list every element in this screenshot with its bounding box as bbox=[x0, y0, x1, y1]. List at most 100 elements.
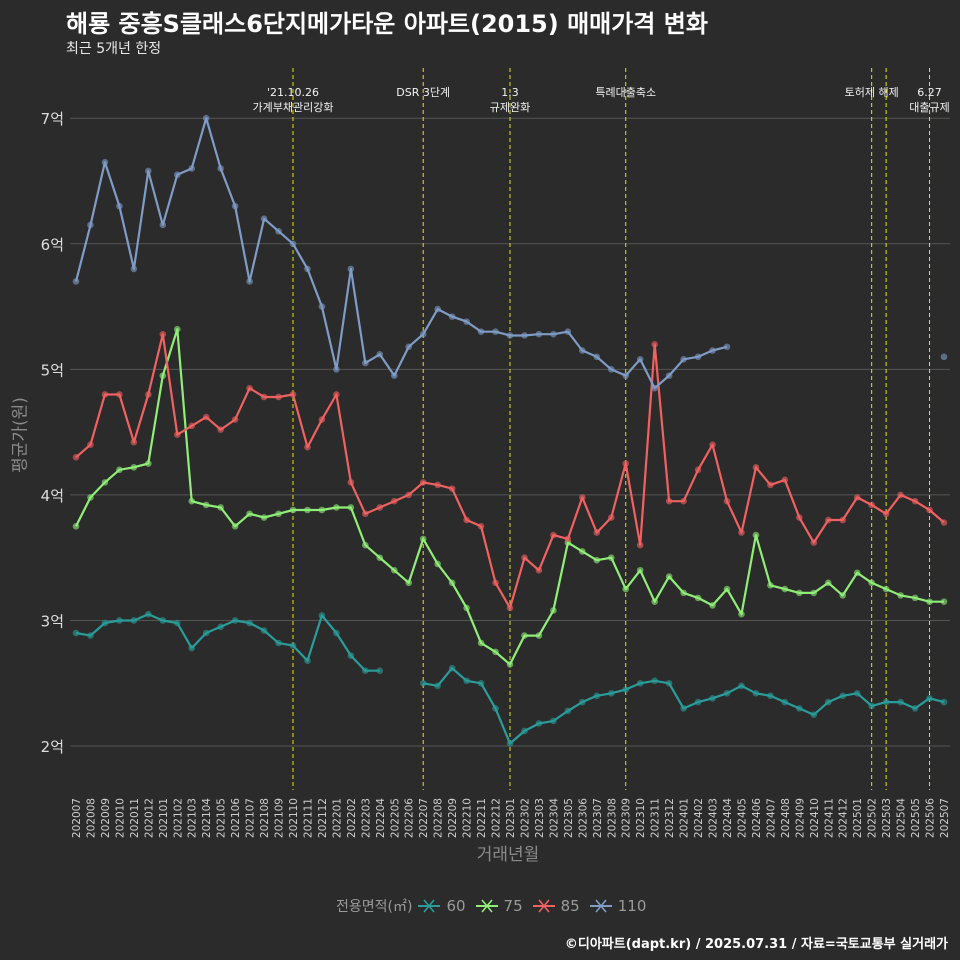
data-point-85 bbox=[506, 604, 514, 612]
data-point-110 bbox=[579, 347, 586, 354]
data-point-85 bbox=[434, 481, 441, 489]
data-point-110 bbox=[434, 305, 441, 313]
data-point-75 bbox=[116, 466, 123, 474]
x-tick-label: 202305 bbox=[563, 798, 575, 838]
data-point-75 bbox=[318, 506, 326, 514]
data-point-60 bbox=[622, 686, 630, 693]
data-point-75 bbox=[188, 497, 196, 505]
x-tick-label: 202312 bbox=[664, 798, 676, 838]
data-point-75 bbox=[260, 514, 268, 521]
y-tick-label: 7억 bbox=[41, 110, 64, 128]
data-point-110 bbox=[535, 330, 543, 338]
data-point-60 bbox=[87, 632, 94, 639]
data-point-75 bbox=[680, 589, 687, 597]
data-point-75 bbox=[376, 554, 384, 562]
data-point-60 bbox=[202, 629, 210, 637]
x-tick-label: 202012 bbox=[143, 798, 155, 838]
data-point-60 bbox=[231, 617, 239, 624]
data-point-85 bbox=[824, 516, 832, 524]
x-tick-label: 202208 bbox=[433, 798, 445, 838]
data-point-85 bbox=[289, 391, 297, 398]
data-point-60 bbox=[940, 698, 948, 706]
x-tick-label: 202310 bbox=[635, 798, 647, 838]
legend-label: 85 bbox=[560, 897, 580, 915]
data-point-85 bbox=[680, 497, 687, 505]
data-point-60 bbox=[506, 740, 514, 747]
data-point-60 bbox=[362, 667, 369, 675]
data-point-60 bbox=[593, 692, 601, 700]
data-point-75 bbox=[911, 594, 919, 602]
data-point-75 bbox=[723, 585, 731, 593]
data-point-75 bbox=[159, 372, 167, 379]
data-point-60 bbox=[781, 698, 789, 706]
x-tick-label: 202111 bbox=[302, 798, 314, 838]
data-point-60 bbox=[665, 679, 673, 687]
x-tick-label: 202410 bbox=[809, 798, 821, 838]
data-point-110 bbox=[173, 171, 181, 179]
data-point-60 bbox=[318, 612, 326, 619]
x-tick-label: 202205 bbox=[389, 798, 401, 838]
data-point-85 bbox=[492, 579, 499, 587]
data-point-85 bbox=[607, 514, 615, 521]
data-point-60 bbox=[636, 679, 644, 687]
data-point-60 bbox=[159, 617, 167, 624]
data-point-85 bbox=[709, 441, 716, 448]
data-point-85 bbox=[217, 426, 224, 433]
data-point-85 bbox=[665, 497, 673, 505]
data-point-85 bbox=[72, 453, 80, 461]
x-tick-label: 202201 bbox=[331, 798, 343, 838]
data-point-110 bbox=[376, 350, 384, 358]
data-point-85 bbox=[897, 491, 904, 499]
data-point-85 bbox=[593, 529, 601, 536]
data-point-85 bbox=[636, 541, 644, 549]
x-tick-label: 202311 bbox=[650, 798, 662, 838]
x-tick-label: 202409 bbox=[794, 798, 806, 838]
data-point-75 bbox=[101, 479, 109, 486]
data-point-110 bbox=[101, 158, 109, 166]
x-tick-label: 202211 bbox=[476, 798, 488, 838]
data-point-85 bbox=[882, 510, 890, 518]
x-tick-label: 202110 bbox=[288, 798, 300, 838]
y-tick-label: 6억 bbox=[41, 236, 64, 254]
data-point-75 bbox=[709, 602, 716, 609]
data-point-60 bbox=[723, 690, 731, 697]
x-tick-label: 202506 bbox=[925, 798, 937, 838]
data-point-60 bbox=[579, 698, 586, 706]
data-point-85 bbox=[419, 479, 427, 486]
data-point-75 bbox=[419, 535, 427, 543]
data-point-75 bbox=[448, 579, 456, 587]
data-point-60 bbox=[564, 707, 572, 715]
x-tick-label: 202206 bbox=[404, 798, 416, 838]
x-tick-label: 202102 bbox=[172, 798, 184, 838]
data-point-110 bbox=[347, 265, 355, 273]
x-tick-label: 202505 bbox=[910, 798, 922, 838]
data-point-75 bbox=[289, 506, 297, 514]
x-tick-label: 202008 bbox=[85, 798, 97, 838]
data-point-75 bbox=[607, 554, 615, 562]
data-point-110 bbox=[231, 202, 239, 210]
data-point-75 bbox=[853, 569, 861, 577]
x-tick-label: 202212 bbox=[491, 798, 503, 838]
x-tick-label: 202412 bbox=[838, 798, 850, 838]
data-point-110 bbox=[362, 359, 369, 367]
x-tick-label: 202103 bbox=[187, 798, 199, 838]
data-point-85 bbox=[87, 441, 94, 448]
data-point-110 bbox=[246, 278, 253, 285]
data-point-75 bbox=[145, 460, 152, 467]
data-point-60 bbox=[535, 720, 543, 727]
data-point-75 bbox=[362, 541, 369, 549]
data-point-60 bbox=[101, 619, 109, 627]
data-point-85 bbox=[260, 393, 268, 401]
data-point-85 bbox=[246, 384, 253, 392]
data-point-60 bbox=[550, 717, 557, 725]
x-tick-label: 202112 bbox=[317, 798, 329, 838]
data-point-60 bbox=[492, 705, 499, 712]
data-point-75 bbox=[694, 594, 702, 602]
data-point-110 bbox=[448, 313, 456, 320]
data-point-110 bbox=[145, 167, 152, 175]
data-point-110 bbox=[665, 372, 673, 379]
data-point-85 bbox=[477, 523, 485, 530]
data-point-110 bbox=[636, 356, 644, 363]
data-point-75 bbox=[173, 325, 181, 333]
data-point-110 bbox=[405, 343, 413, 351]
